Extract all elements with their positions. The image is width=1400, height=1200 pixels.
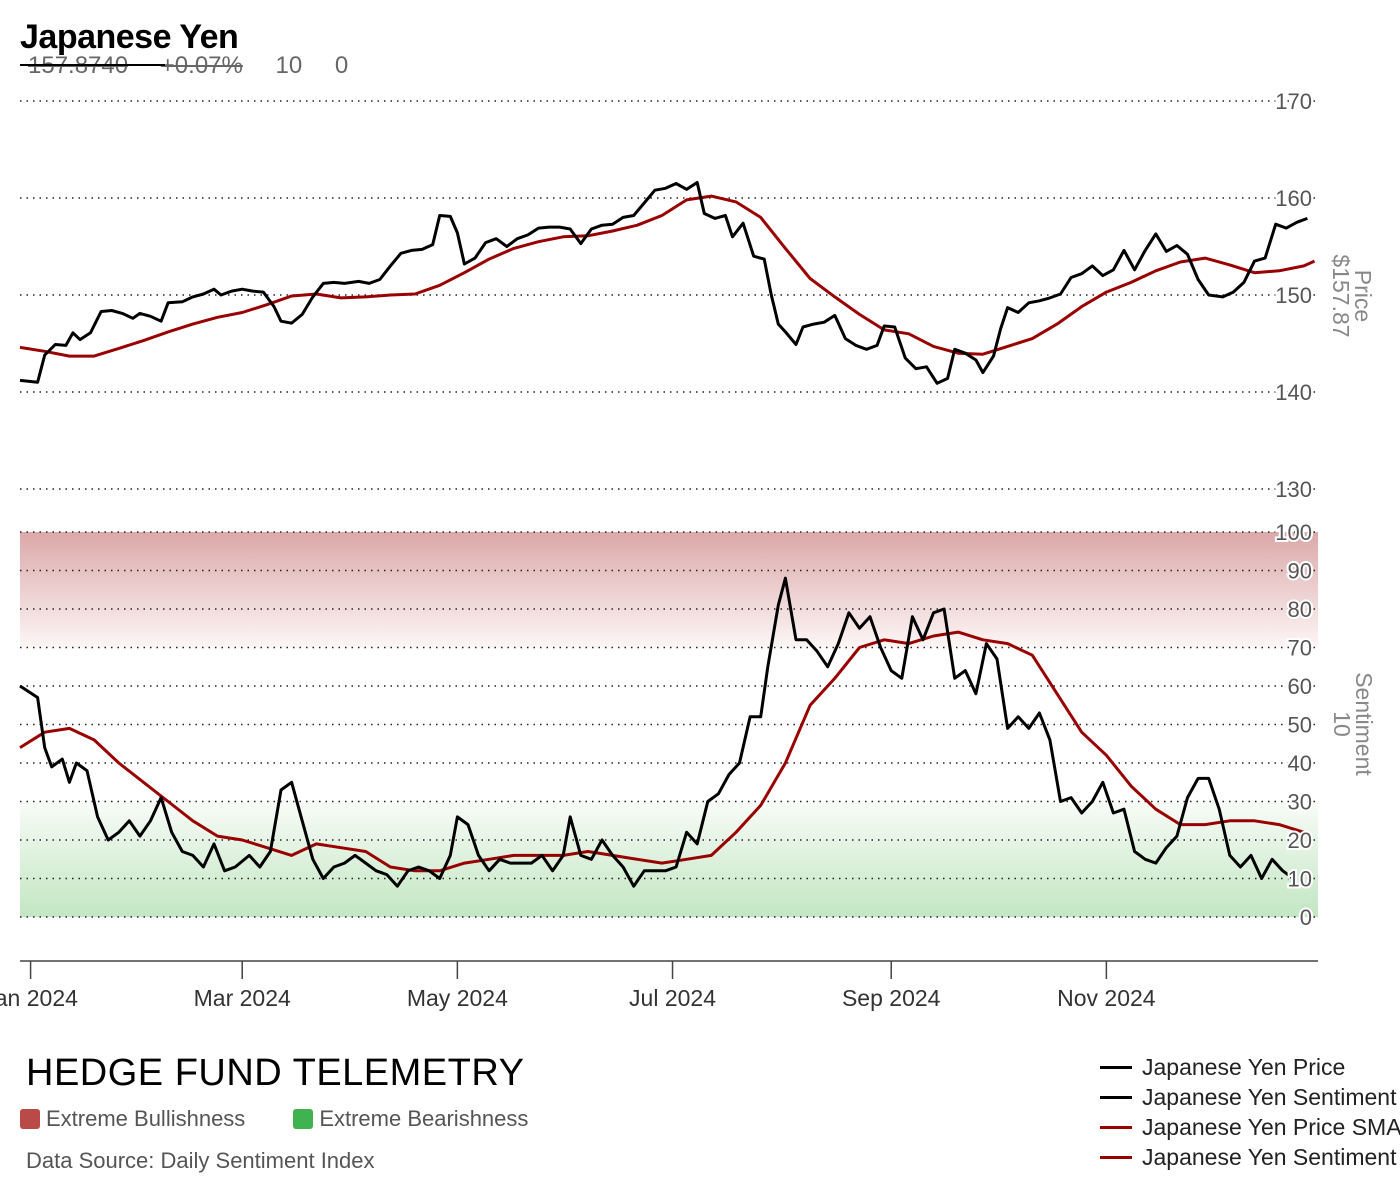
bear-label: Extreme Bearishness	[319, 1106, 529, 1131]
price-sma-line	[19, 194, 1316, 358]
zone-key-bear: Extreme Bearishness	[293, 1106, 528, 1132]
legend-swatch	[1100, 1065, 1132, 1069]
sentiment-tick-label: 50	[1288, 713, 1312, 738]
bull-swatch	[20, 1109, 40, 1129]
legend-swatch	[1100, 1155, 1132, 1159]
x-tick-label: Jul 2024	[629, 985, 716, 1011]
legend-item[interactable]: Japanese Yen Sentiment	[1100, 1082, 1400, 1112]
price-axis-value: $157.87	[1328, 254, 1354, 337]
sentiment-tick-label: 40	[1288, 751, 1312, 776]
price-tick-label: 130	[1275, 477, 1312, 502]
bull-label: Extreme Bullishness	[46, 1106, 246, 1131]
sentiment-line	[19, 576, 1295, 888]
legend-item[interactable]: Japanese Yen Sentiment SMA	[1100, 1142, 1400, 1172]
chart-legend: Japanese Yen Price Japanese Yen Sentimen…	[1100, 1052, 1400, 1172]
legend-item[interactable]: Japanese Yen Price SMA	[1100, 1112, 1400, 1142]
change-value: +0.07%	[160, 52, 243, 79]
legend-label: Japanese Yen Price	[1142, 1053, 1346, 1080]
grid-lines	[20, 100, 1318, 918]
sentiment-tick-label: 20	[1288, 828, 1312, 853]
axes: 1701601501401301009080706050403020100Jan…	[0, 64, 1318, 1011]
legend-label: Japanese Yen Sentiment SMA	[1142, 1143, 1400, 1170]
x-tick-label: Jan 2024	[0, 985, 78, 1011]
sentiment-tick-label: 80	[1288, 597, 1312, 622]
x-tick-label: Sep 2024	[842, 985, 941, 1011]
x-tick-label: Nov 2024	[1057, 985, 1156, 1011]
sentiment-tick-label: 0	[1300, 905, 1312, 930]
stat-a: 10	[275, 52, 303, 79]
legend-swatch	[1100, 1095, 1132, 1099]
legend-label: Japanese Yen Price SMA	[1142, 1113, 1400, 1140]
bear-swatch	[293, 1109, 314, 1129]
sentiment-axis-value: 10	[1329, 711, 1355, 737]
legend-swatch	[1100, 1125, 1132, 1129]
price-line	[19, 181, 1308, 385]
series-lines	[19, 181, 1316, 888]
stat-b: 0	[334, 52, 349, 79]
chart-title: Japanese Yen	[20, 18, 239, 56]
zone-key: Extreme Bullishness Extreme Bearishness	[20, 1106, 528, 1132]
sentiment-tick-label: 30	[1288, 790, 1312, 815]
bear-zone	[20, 801, 1318, 917]
chart-canvas: 1701601501401301009080706050403020100Jan…	[0, 64, 1377, 1011]
legend-label: Japanese Yen Sentiment	[1142, 1083, 1397, 1110]
sentiment-axis-label: Sentiment	[1351, 672, 1377, 776]
sentiment-tick-label: 70	[1288, 636, 1312, 661]
x-tick-label: Mar 2024	[194, 985, 291, 1011]
sentiment-tick-label: 90	[1288, 559, 1312, 584]
price-tick-label: 140	[1275, 380, 1312, 405]
bull-zone	[20, 532, 1318, 648]
sentiment-tick-label: 60	[1288, 674, 1312, 699]
sentiment-tick-label: 10	[1288, 867, 1312, 892]
sentiment-sma-line	[19, 630, 1305, 873]
price-tick-label: 170	[1275, 89, 1312, 114]
brand-name: HEDGE FUND TELEMETRY	[26, 1052, 525, 1094]
data-source: Data Source: Daily Sentiment Index	[26, 1148, 375, 1173]
price-axis-label: Price	[1350, 270, 1376, 322]
price-tick-label: 160	[1275, 186, 1312, 211]
zone-key-bull: Extreme Bullishness	[20, 1106, 245, 1132]
price-tick-label: 150	[1275, 283, 1312, 308]
legend-item[interactable]: Japanese Yen Price	[1100, 1052, 1400, 1082]
sentiment-tick-label: 100	[1275, 520, 1312, 545]
x-tick-label: May 2024	[407, 985, 508, 1011]
